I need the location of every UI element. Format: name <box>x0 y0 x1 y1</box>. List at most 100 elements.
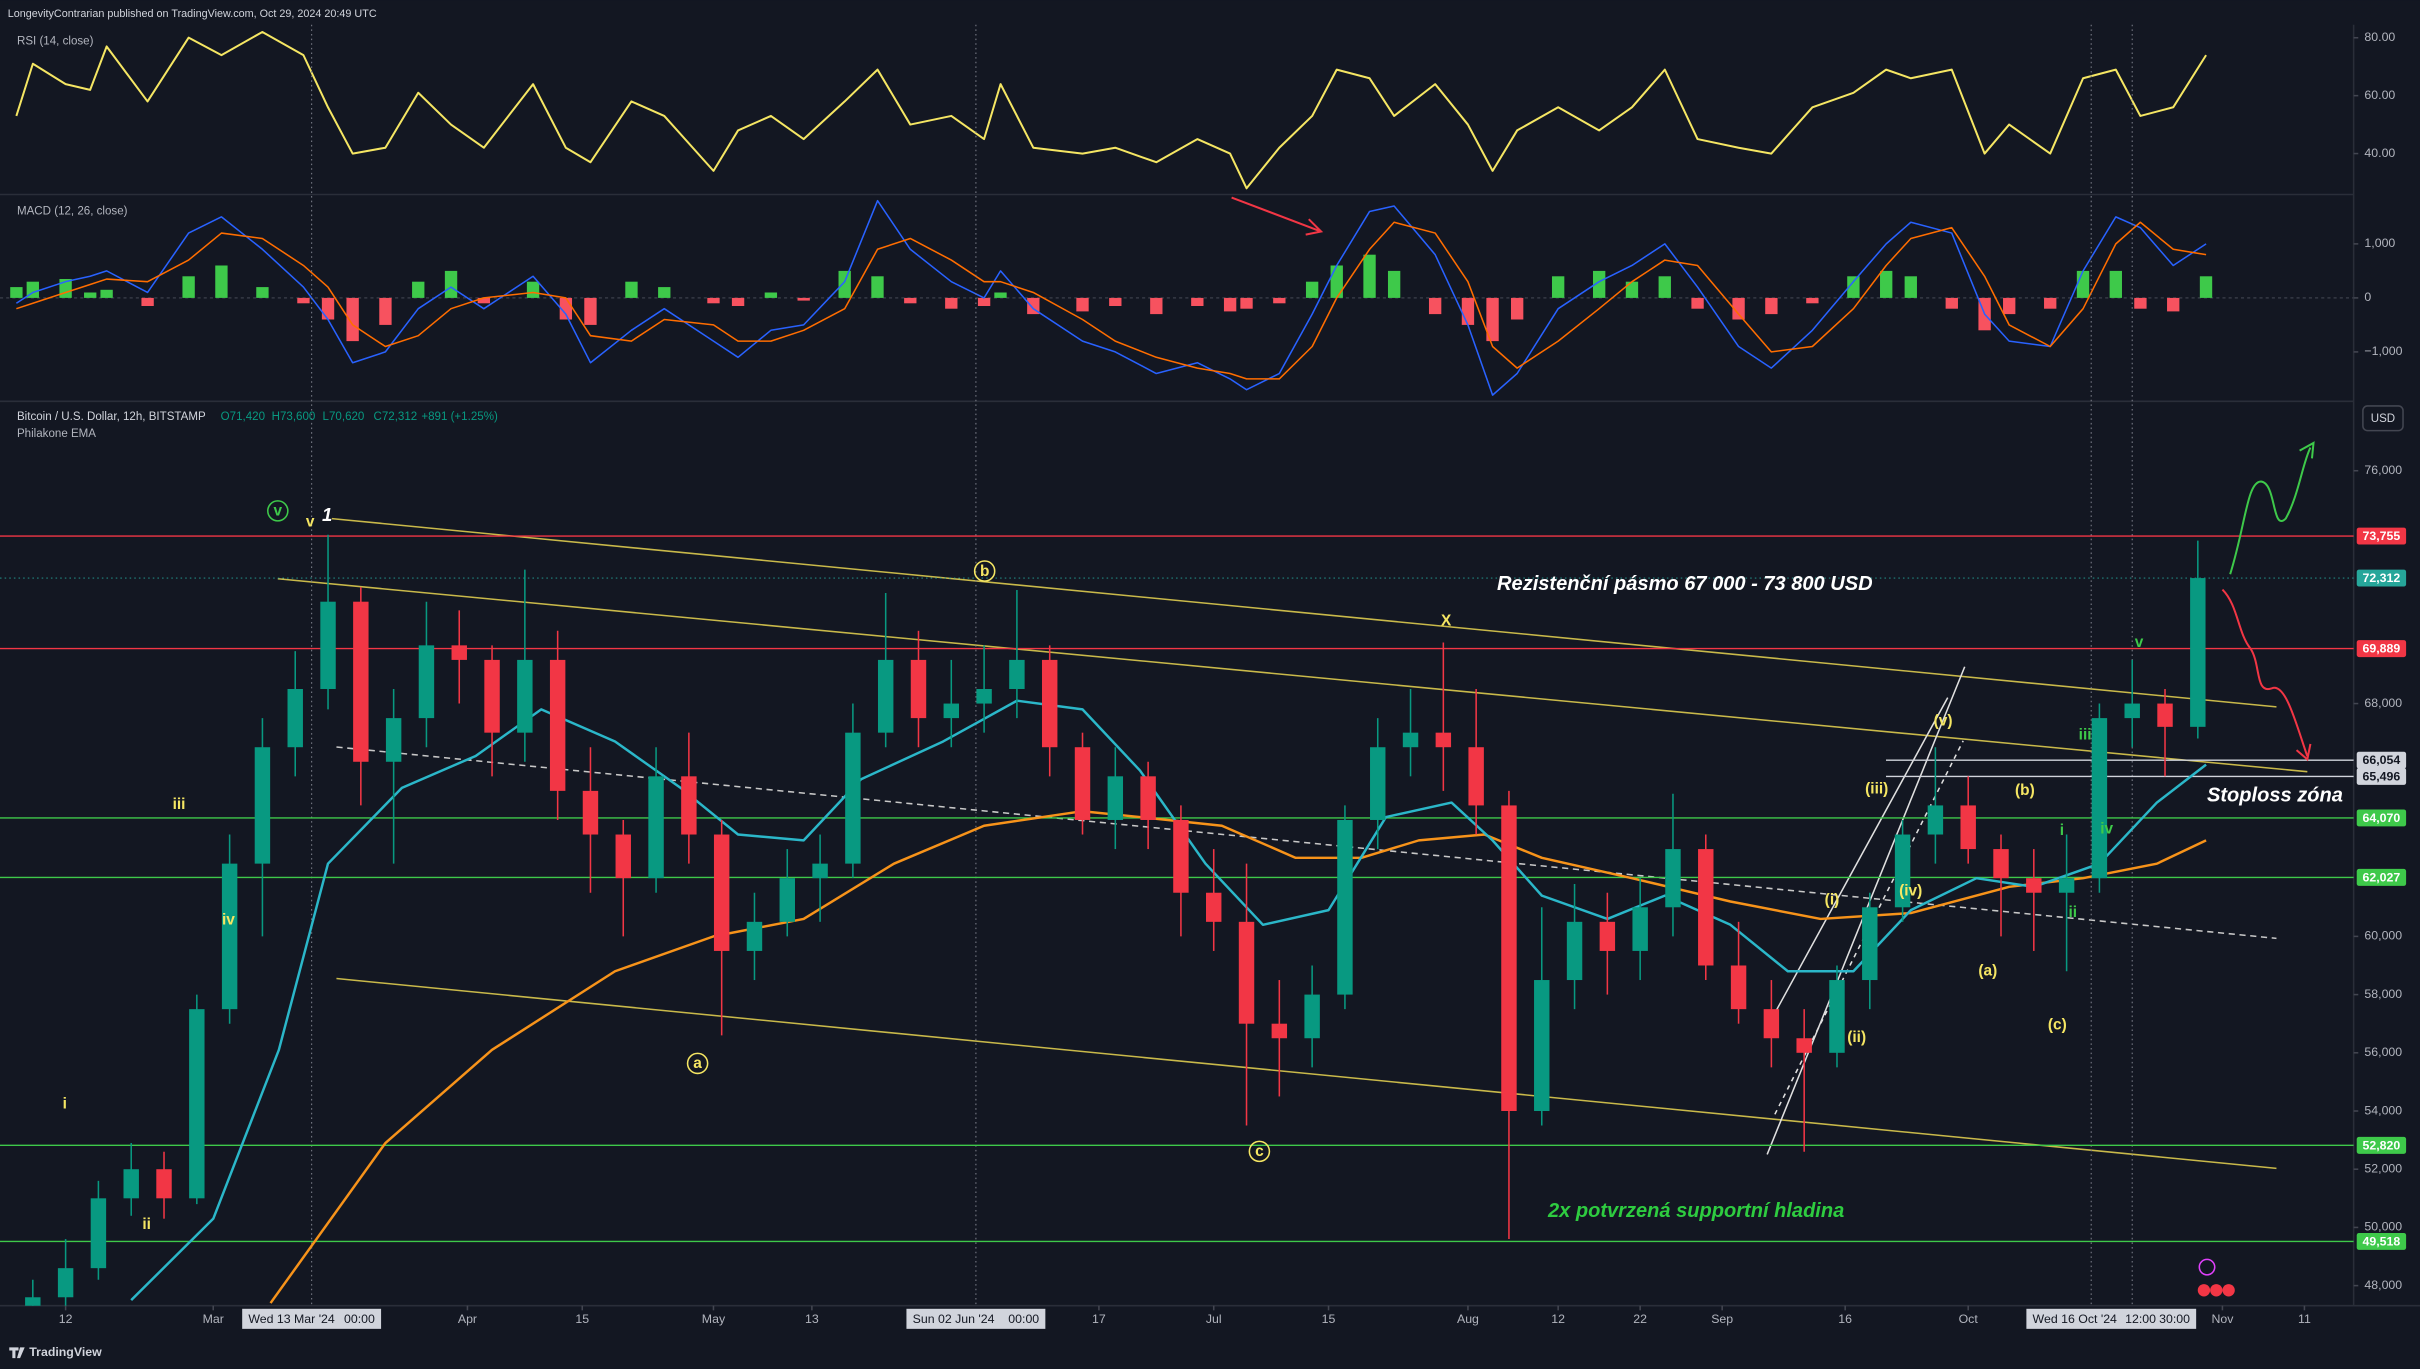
x-tick-label: 11 <box>2298 1312 2311 1326</box>
level-label-box <box>2356 751 2407 769</box>
bullish-arrow <box>2229 447 2312 575</box>
time-marker-time: 12:00 <box>2125 1312 2156 1326</box>
x-tick-label: 16 <box>1838 1312 1852 1326</box>
candle-body <box>1435 732 1452 748</box>
macd-histogram-bar <box>2134 297 2147 309</box>
candle-body <box>1566 921 1583 981</box>
wave-circle <box>973 560 996 582</box>
candle-body <box>1534 980 1550 1112</box>
annotation: 2x potvrzená supportní hladina <box>1547 1200 1844 1222</box>
trend-line <box>277 578 2308 773</box>
candle-body <box>549 659 566 791</box>
candle-body <box>910 659 927 719</box>
macd-histogram-bar <box>1273 297 1286 304</box>
currency-label[interactable]: USD <box>2371 413 2395 425</box>
candle-body <box>1009 659 1025 690</box>
candle-body <box>681 776 697 835</box>
time-marker-box <box>242 1308 382 1329</box>
macd-histogram-bar <box>182 276 195 298</box>
candle-body <box>648 776 664 879</box>
macd-histogram-bar <box>1330 265 1343 298</box>
macd-histogram-bar <box>1658 276 1671 298</box>
y-tick-label: −1,000 <box>2364 344 2402 358</box>
macd-histogram-bar <box>1461 297 1475 325</box>
footer-brand: TradingView <box>29 1345 102 1359</box>
macd-histogram-bar <box>977 297 991 307</box>
x-tick-label: Oct <box>1959 1312 1979 1326</box>
y-tick-label: 1,000 <box>2364 236 2395 250</box>
macd-histogram-bar <box>2044 297 2057 309</box>
wave-label: (c) <box>2048 1017 2067 1034</box>
time-marker-time: 00:00 <box>1008 1312 1039 1326</box>
wave-circle <box>267 500 289 522</box>
wave-label: ii <box>142 1216 151 1233</box>
signal-line <box>16 221 2207 380</box>
indicator-name: Philakone EMA <box>17 428 96 440</box>
x-tick-label: Aug <box>1457 1312 1479 1326</box>
macd-line <box>15 199 2207 396</box>
macd-histogram-bar <box>444 270 458 298</box>
candle-body <box>1402 732 1419 748</box>
macd-histogram-bar <box>584 297 597 325</box>
candle-body <box>2190 578 2206 727</box>
macd-histogram-bar <box>2003 297 2016 315</box>
wave-label: ii <box>2068 904 2077 921</box>
candle-body <box>1238 921 1255 1024</box>
candle-body <box>1468 747 1484 806</box>
x-tick-label: 13 <box>805 1312 819 1326</box>
macd-histogram-bar <box>2199 276 2213 298</box>
level-label: 62,027 <box>2363 870 2401 884</box>
macd-histogram-bar <box>1592 270 1606 298</box>
candle-body <box>943 703 960 719</box>
candle-body <box>1206 892 1222 922</box>
candle-body <box>123 1169 139 1199</box>
candle-body <box>877 659 894 733</box>
annotation: Stoploss zóna <box>2207 785 2343 807</box>
macd-histogram-bar <box>945 297 958 309</box>
y-tick-label: 40.00 <box>2364 146 2395 160</box>
level-label: 64,070 <box>2363 811 2401 825</box>
macd-histogram-bar <box>1305 281 1319 298</box>
macd-histogram-bar <box>1428 297 1442 315</box>
level-label: 66,054 <box>2363 753 2401 767</box>
candle-body <box>221 863 238 1010</box>
icon <box>2197 1284 2211 1297</box>
x-tick-label: May <box>702 1312 726 1326</box>
x-tick-label: Sep <box>1711 1312 1733 1326</box>
macd-histogram-bar <box>1109 297 1122 307</box>
level-label: 49,518 <box>2363 1234 2401 1248</box>
wave-label: iv <box>2100 821 2113 838</box>
time-marker-label: Wed 13 Mar '24 <box>248 1312 335 1326</box>
wave-label: (a) <box>1978 963 1997 980</box>
candle-body <box>812 863 828 879</box>
level-label: 72,312 <box>2363 571 2401 585</box>
macd-histogram-bar <box>1945 297 1958 309</box>
ohlc-value: H73,600 <box>272 411 316 423</box>
wave-circle <box>686 1052 709 1075</box>
level-label-box <box>2356 1136 2407 1154</box>
candle-body <box>320 601 336 690</box>
channel-line <box>1771 697 1949 1020</box>
macd-histogram-bar <box>764 292 778 298</box>
ema-slow-line <box>269 809 2207 1304</box>
macd-title: MACD (12, 26, close) <box>17 206 128 218</box>
bearish-arrow <box>2221 588 2309 757</box>
candle-body <box>517 659 533 733</box>
candle-body <box>1501 805 1517 1112</box>
level-label-box <box>2356 868 2407 886</box>
candle-body <box>582 790 599 835</box>
level-label-box <box>2356 767 2407 785</box>
macd-histogram-bar <box>1847 276 1860 298</box>
macd-histogram-bar <box>625 281 638 298</box>
x-tick-label: 12 <box>59 1312 73 1326</box>
logo <box>9 1347 25 1359</box>
macd-histogram-bar <box>1625 281 1639 298</box>
candle-body <box>189 1009 205 1199</box>
macd-histogram-bar <box>1486 297 1499 342</box>
macd-histogram-bar <box>707 297 720 304</box>
macd-histogram-bar <box>2167 297 2180 312</box>
currency-button[interactable] <box>2362 405 2404 432</box>
candle-body <box>1927 805 1944 835</box>
icon <box>2222 1284 2235 1297</box>
